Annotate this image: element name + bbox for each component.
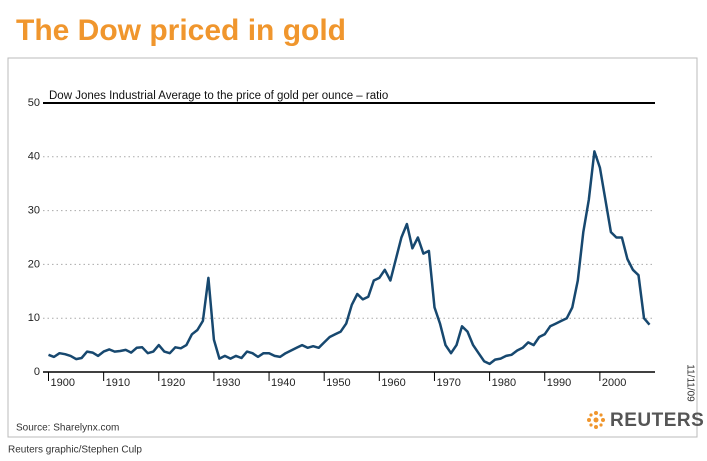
source: Source: Sharelynx.com [16,423,119,434]
y-tick-label: 50 [28,97,40,109]
x-tick-label: 1940 [271,377,295,389]
x-tick-label: 1920 [161,377,185,389]
y-tick-label: 30 [28,205,40,217]
credit: Reuters graphic/Stephen Culp [8,445,142,456]
logo: REUTERS [610,410,704,431]
y-tick-label: 10 [28,312,40,324]
x-tick-label: 1980 [492,377,516,389]
chart-title: The Dow priced in gold [16,14,346,47]
y-tick-label: 0 [34,366,40,378]
x-tick-label: 2000 [602,377,626,389]
x-tick-label: 1970 [436,377,460,389]
x-tick-label: 1910 [106,377,130,389]
x-tick-label: 1900 [51,377,75,389]
x-tick-label: 1960 [381,377,405,389]
x-tick-label: 1950 [326,377,350,389]
date: 11/11/09 [684,364,695,402]
y-tick-label: 20 [28,258,40,270]
y-tick-label: 40 [28,151,40,163]
subtitle: Dow Jones Industrial Average to the pric… [49,90,388,102]
x-tick-label: 1930 [216,377,240,389]
frame [7,57,698,438]
data-line [48,150,651,366]
x-tick-label: 1990 [547,377,571,389]
logo-icon [587,411,605,429]
